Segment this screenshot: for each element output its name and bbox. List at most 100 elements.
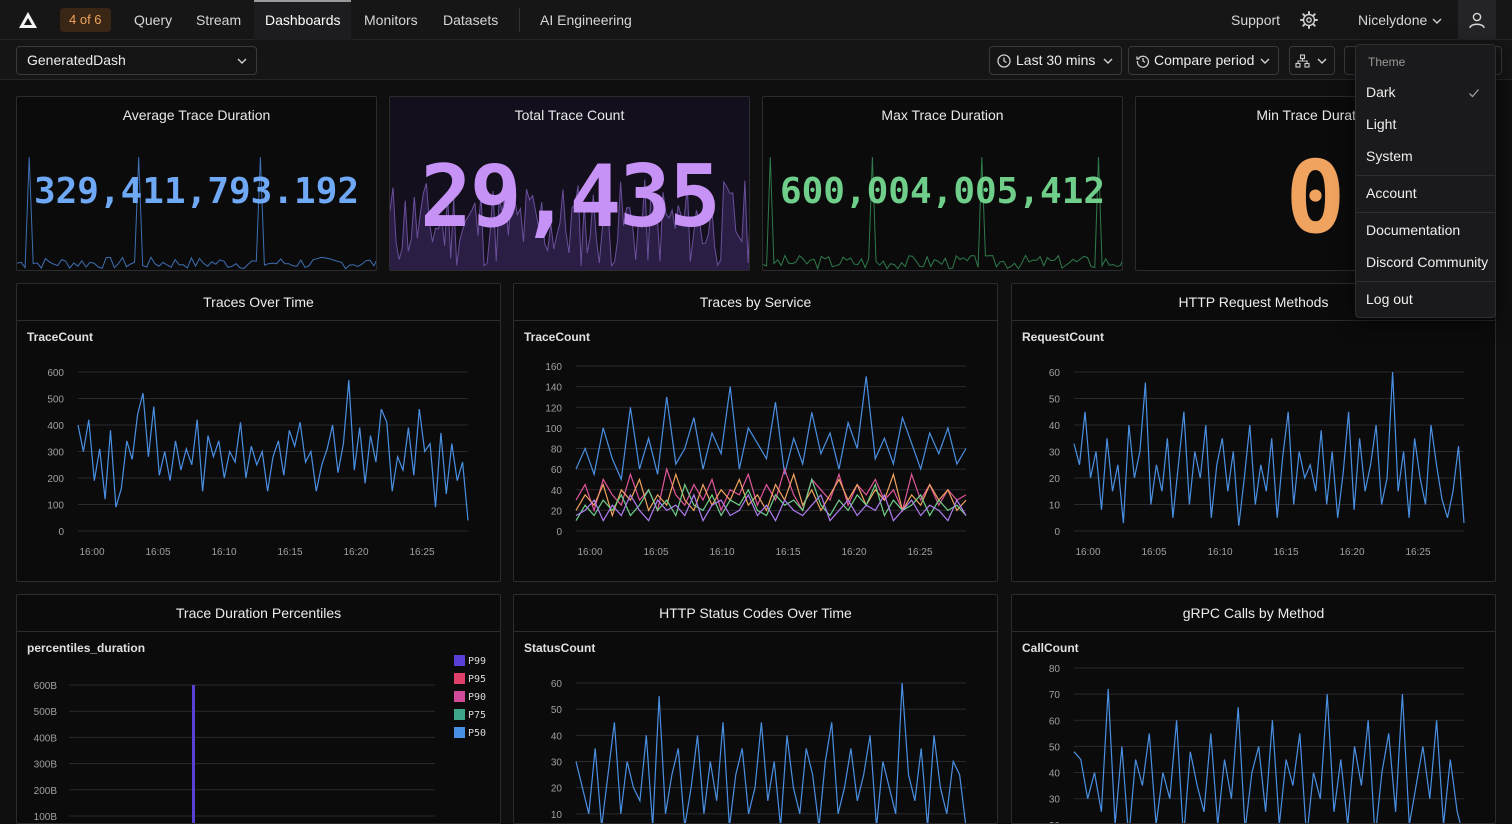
y-tick-label: 30 [1049, 448, 1061, 459]
org-switcher[interactable]: Nicelydone [1358, 0, 1443, 40]
y-tick-label: 100 [47, 501, 64, 512]
panel-http-methods[interactable]: HTTP Request Methods RequestCount 0 10 20 3… [1011, 283, 1496, 582]
line-chart-grpc: 20304050607080 [1049, 664, 1464, 823]
y-tick-label: 500 [47, 395, 64, 406]
y-tick-label: 50 [551, 705, 563, 716]
y-tick-label: 400B [34, 733, 58, 744]
y-tick-label: 60 [1049, 368, 1061, 379]
legend-swatch [454, 727, 465, 738]
series-line [575, 376, 967, 482]
legend-label: P50 [468, 728, 486, 739]
trial-badge[interactable]: 4 of 6 [60, 8, 111, 32]
y-tick-label: 140 [545, 383, 562, 394]
x-tick-label: 16:10 [709, 547, 734, 558]
y-tick-label: 200 [47, 474, 64, 485]
axiom-logo-icon[interactable] [18, 11, 38, 29]
series-line [575, 493, 967, 523]
stat-panel-total-count[interactable]: Total Trace Count 29,435 [389, 96, 750, 271]
chevron-down-icon [1432, 18, 1442, 25]
x-tick-label: 16:10 [1207, 547, 1232, 558]
x-tick-label: 16:20 [841, 547, 866, 558]
panel-title: Traces Over Time [17, 284, 500, 321]
user-menu-button[interactable] [1458, 0, 1496, 40]
panel-traces-by-service[interactable]: Traces by Service TraceCount 0 20 40 60 80 10… [513, 283, 998, 582]
nav-dashboards[interactable]: Dashboards [265, 12, 341, 28]
y-tick-label: 40 [1049, 421, 1061, 432]
x-tick-label: 16:25 [1405, 547, 1430, 558]
y-tick-label: 0 [556, 527, 562, 538]
panel-grpc-calls[interactable]: gRPC Calls by Method CallCount 203040506… [1011, 594, 1496, 824]
x-tick-label: 16:05 [1141, 547, 1166, 558]
stat-panel-max-duration[interactable]: Max Trace Duration 600,004,005,412 [762, 96, 1123, 271]
logout-menu-item[interactable]: Log out [1366, 291, 1413, 307]
line-chart-services: 0 20 40 60 80 100 120 140 160 16:00 16:05 16:10 16:1… [545, 362, 967, 558]
chevron-down-icon [1260, 58, 1270, 64]
y-tick-label: 300 [47, 448, 64, 459]
time-range-label: Last 30 mins [1016, 52, 1096, 68]
panel-traces-over-time[interactable]: Traces Over Time TraceCount 0 100 200 300 40… [16, 283, 501, 582]
stat-value: 600,004,005,412 [779, 171, 1106, 212]
chart-series-label: StatusCount [524, 641, 596, 655]
y-tick-label: 70 [1049, 690, 1061, 701]
theme-dark-option[interactable]: Dark [1366, 84, 1396, 100]
y-tick-label: 0 [1054, 527, 1060, 538]
x-tick-label: 16:10 [211, 547, 236, 558]
time-range-button[interactable]: Last 30 mins [989, 46, 1122, 75]
dashboard-name: GeneratedDash [27, 52, 126, 68]
y-tick-label: 30 [1049, 795, 1061, 806]
y-tick-label: 300B [34, 760, 58, 771]
nav-datasets[interactable]: Datasets [443, 12, 499, 28]
y-tick-label: 20 [1049, 474, 1061, 485]
y-tick-label: 100 [545, 424, 562, 435]
account-menu-item[interactable]: Account [1366, 185, 1417, 201]
theme-system-option[interactable]: System [1366, 148, 1413, 164]
y-tick-label: 0 [58, 527, 64, 538]
x-tick-label: 16:00 [577, 547, 602, 558]
support-link[interactable]: Support [1231, 12, 1281, 28]
nav-monitors[interactable]: Monitors [364, 12, 418, 28]
legend-swatch [454, 691, 465, 702]
nav-query[interactable]: Query [134, 12, 173, 28]
legend-swatch [454, 709, 465, 720]
x-tick-label: 16:25 [409, 547, 434, 558]
documentation-menu-item[interactable]: Documentation [1366, 222, 1461, 238]
panel-title: Traces by Service [514, 284, 997, 321]
settings-gear-icon[interactable] [1300, 11, 1318, 29]
menu-divider [1356, 175, 1495, 176]
series-line [575, 466, 967, 513]
y-tick-label: 40 [551, 486, 563, 497]
y-tick-label: 80 [551, 445, 563, 456]
y-tick-label: 20 [551, 506, 563, 517]
x-tick-label: 16:15 [775, 547, 800, 558]
org-name: Nicelydone [1358, 12, 1428, 28]
stat-title: Min Trace Duration [1256, 107, 1375, 123]
nav-ai-engineering[interactable]: AI Engineering [540, 12, 632, 28]
panel-duration-percentiles[interactable]: Trace Duration Percentiles percentiles_d… [16, 594, 501, 824]
compare-period-button[interactable]: Compare period [1128, 46, 1279, 75]
chart-series-label: TraceCount [524, 330, 591, 344]
stat-panel-avg-duration[interactable]: Average Trace Duration 329,411,793.192 [16, 96, 377, 271]
discord-menu-item[interactable]: Discord Community [1366, 254, 1489, 270]
chart-series-label: percentiles_duration [27, 641, 146, 655]
y-tick-label: 40 [551, 731, 563, 742]
stat-value: 0 [1285, 139, 1346, 256]
series-line [575, 472, 967, 518]
y-tick-label: 60 [551, 465, 563, 476]
group-by-button[interactable] [1289, 46, 1335, 75]
theme-light-option[interactable]: Light [1366, 116, 1397, 132]
panel-title: gRPC Calls by Method [1012, 595, 1495, 632]
series-line [77, 379, 469, 521]
chart-series-label: TraceCount [27, 330, 94, 344]
y-tick-label: 30 [551, 758, 563, 769]
stat-title: Max Trace Duration [881, 107, 1004, 123]
x-tick-label: 16:20 [1339, 547, 1364, 558]
dashboard-select[interactable]: GeneratedDash [16, 46, 257, 75]
y-tick-label: 80 [1049, 664, 1061, 675]
hierarchy-icon [1295, 54, 1310, 68]
line-chart-methods: 0 10 20 30 40 50 60 16:00 16:05 16:10 16:15 16:20 16… [1049, 368, 1465, 558]
nav-active-underline [254, 0, 351, 2]
nav-stream[interactable]: Stream [196, 12, 242, 28]
panel-http-status-codes[interactable]: HTTP Status Codes Over Time StatusCount … [513, 594, 998, 824]
y-tick-label: 200B [34, 786, 58, 797]
compare-period-label: Compare period [1154, 52, 1255, 68]
